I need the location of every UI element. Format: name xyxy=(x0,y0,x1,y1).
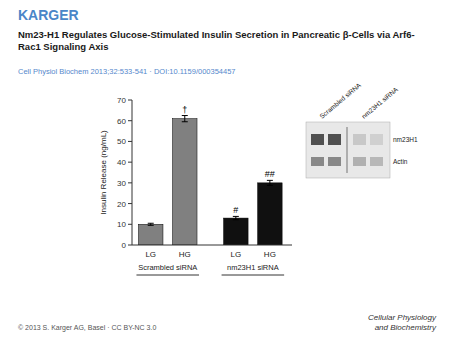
title-line: Nm23-H1 Regulates Glucose-Stimulated Ins… xyxy=(18,29,415,40)
inset-column-label: nm23H1 siRNA xyxy=(360,85,399,120)
blot-band xyxy=(328,134,341,145)
x-tick-label: HG xyxy=(264,250,276,259)
y-tick-label: 60 xyxy=(117,117,126,126)
error-cap xyxy=(233,216,239,217)
group-underline xyxy=(136,275,199,276)
error-cap xyxy=(233,219,239,220)
inset-row-label: nm23H1 xyxy=(393,136,418,143)
y-tick xyxy=(128,245,132,246)
blot-band xyxy=(328,157,341,166)
y-tick-label: 20 xyxy=(117,200,126,209)
bar xyxy=(224,218,249,245)
group-underline xyxy=(222,275,285,276)
group-label: nm23H1 siRNA xyxy=(227,263,279,272)
blot-band xyxy=(370,157,383,166)
blot-band xyxy=(311,157,324,166)
blot-band xyxy=(311,134,324,145)
y-tick xyxy=(128,224,132,225)
y-tick xyxy=(128,182,132,183)
footer-left: © 2013 S. Karger AG, Basel · CC BY-NC 3.… xyxy=(18,324,156,332)
y-tick-label: 40 xyxy=(117,158,126,167)
annotation: † xyxy=(182,105,187,115)
error-cap xyxy=(267,180,273,181)
y-axis-label: Insulin Release (ng/mL) xyxy=(99,130,108,215)
error-cap xyxy=(182,121,188,122)
y-tick xyxy=(128,100,132,101)
annotation: # xyxy=(233,205,238,215)
y-tick xyxy=(128,120,132,121)
bar xyxy=(138,224,163,245)
title: Nm23-H1 Regulates Glucose-Stimulated Ins… xyxy=(18,29,415,52)
inset: nm23H1 Actin Scrambled siRNAnm23H1 siRNA xyxy=(306,81,418,178)
y-tick xyxy=(128,203,132,204)
inset-background xyxy=(306,122,390,178)
x-axis xyxy=(132,245,292,246)
blot-band xyxy=(370,134,383,145)
inset-column-label: Scrambled siRNA xyxy=(318,81,362,120)
blot-band xyxy=(353,134,366,145)
error-cap xyxy=(148,223,154,224)
footer-right: Cellular Physiologyand Biochemistry xyxy=(368,313,437,332)
error-cap xyxy=(148,225,154,226)
inset-row-label: Actin xyxy=(393,158,408,165)
y-axis xyxy=(132,100,133,245)
y-tick xyxy=(128,141,132,142)
brand: KARGER xyxy=(18,7,79,23)
error-bar xyxy=(182,116,188,122)
bar xyxy=(258,183,283,245)
y-tick-label: 10 xyxy=(117,220,126,229)
y-tick xyxy=(128,162,132,163)
error-bar xyxy=(148,223,154,225)
bar xyxy=(173,119,198,245)
error-bar xyxy=(267,180,273,185)
footer-line: Cellular Physiology xyxy=(368,313,437,322)
error-cap xyxy=(182,115,188,116)
x-tick-label: LG xyxy=(145,250,156,259)
figure: KARGER Nm23-H1 Regulates Glucose-Stimulat… xyxy=(0,0,450,338)
annotation: ## xyxy=(265,169,275,179)
group-label: Scrambled siRNA xyxy=(138,263,197,272)
error-stem xyxy=(184,116,185,122)
error-cap xyxy=(267,185,273,186)
title-line: Rac1 Signaling Axis xyxy=(18,41,108,52)
error-bar xyxy=(233,216,239,219)
bars xyxy=(138,116,282,245)
x-tick-label: HG xyxy=(179,250,191,259)
y-tick-label: 70 xyxy=(117,96,126,105)
subtitle: Cell Physiol Biochem 2013;32:533-541 · D… xyxy=(18,67,236,76)
y-tick-label: 0 xyxy=(122,241,127,250)
x-tick-label: LG xyxy=(230,250,241,259)
y-tick-label: 30 xyxy=(117,179,126,188)
y-tick-label: 50 xyxy=(117,137,126,146)
footer-line: and Biochemistry xyxy=(375,323,437,332)
blot-band xyxy=(353,157,366,166)
inset-divider xyxy=(347,127,348,173)
error-stem xyxy=(269,180,270,185)
